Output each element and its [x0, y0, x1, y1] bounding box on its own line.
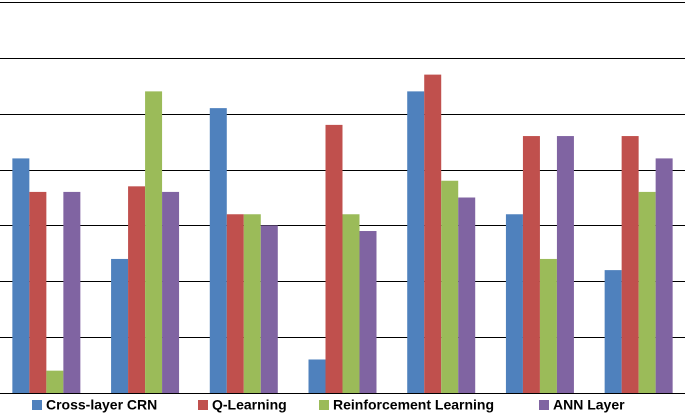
bar [441, 180, 459, 393]
bar [342, 214, 360, 393]
bar [522, 136, 540, 394]
bar [424, 74, 442, 393]
legend-label: Reinforcement Learning [333, 397, 494, 413]
bar [621, 136, 639, 394]
bar [29, 191, 47, 393]
bar [539, 258, 557, 393]
bar [638, 191, 656, 393]
legend-label: Q-Learning [212, 397, 287, 413]
legend-swatch [539, 400, 549, 410]
bar [458, 197, 476, 393]
bar [604, 270, 622, 393]
bar [162, 191, 180, 393]
legend-swatch [319, 400, 329, 410]
bar [407, 91, 425, 393]
bar [308, 359, 326, 393]
bar [325, 124, 343, 393]
bar [63, 191, 81, 393]
bar [12, 158, 30, 393]
bar [128, 186, 146, 393]
bar [556, 136, 574, 394]
bar [46, 370, 64, 393]
bar [243, 214, 261, 393]
legend-swatch [198, 400, 208, 410]
bar [145, 91, 163, 393]
bar [260, 225, 278, 393]
bar [209, 108, 227, 393]
legend-swatch [32, 400, 42, 410]
legend-label: Cross-layer CRN [46, 397, 157, 413]
bar [505, 214, 523, 393]
bar [111, 258, 129, 393]
legend-label: ANN Layer [553, 397, 625, 413]
bar [655, 158, 673, 393]
bar [226, 214, 244, 393]
bar [359, 231, 377, 393]
